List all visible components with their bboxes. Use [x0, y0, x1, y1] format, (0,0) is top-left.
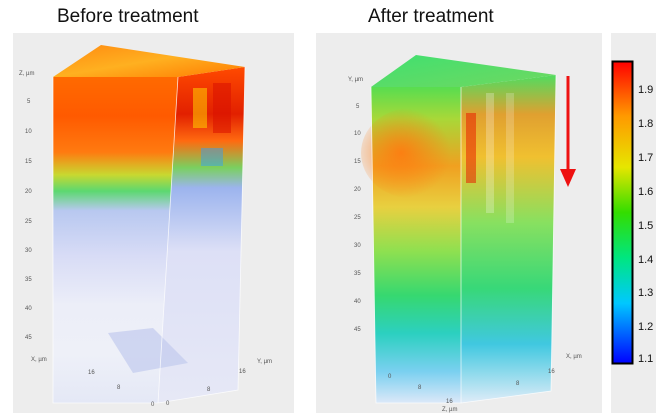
right-tick: 16: [548, 369, 555, 375]
before-treatment-panel: Z, µm 5 10 15 20 25 30 35 40 45 X, µm Y,…: [13, 33, 294, 413]
before-front-face: [53, 77, 178, 403]
colorbar-gradient: [611, 60, 634, 365]
bottom-tick: 16: [446, 399, 453, 405]
y-tick: 35: [354, 271, 361, 277]
z-axis-ticks: 5 10 15 20 25 30 35 40 45: [25, 99, 32, 341]
y-axis-ticks: 5 10 15 20 25 30 35 40 45: [354, 104, 361, 333]
y-tick: 25: [354, 215, 361, 221]
colorbar-tick: 1.2: [638, 321, 654, 333]
after-top-face: [371, 55, 556, 87]
cube-edge: [157, 76, 179, 404]
after-treatment-title: After treatment: [368, 6, 494, 27]
voxel-highlight: [466, 113, 476, 183]
x-tick: 0: [151, 402, 155, 408]
voxel-highlight: [201, 148, 223, 166]
colorbar-tick: 1.7: [638, 152, 654, 164]
y-tick: 45: [354, 327, 361, 333]
right-tick: 8: [516, 381, 520, 387]
z-tick: 35: [25, 277, 32, 283]
y-axis-label: Y, µm: [257, 359, 272, 365]
colorbar-tick: 1.4: [638, 254, 654, 266]
z-tick: 5: [27, 99, 31, 105]
before-volume-render: Z, µm 5 10 15 20 25 30 35 40 45 X, µm Y,…: [19, 45, 272, 408]
bottom-voxel-cluster: [108, 328, 188, 373]
z-tick: 15: [25, 159, 32, 165]
bottom-tick: 8: [418, 385, 422, 391]
x-axis-label: X, µm: [566, 354, 582, 360]
y-tick: 16: [239, 369, 246, 375]
x-tick: 8: [117, 385, 121, 391]
voxel-highlight: [213, 83, 231, 133]
x-axis-label: X, µm: [31, 357, 47, 363]
voxel-highlight: [506, 93, 514, 223]
voxel-highlight: [486, 93, 494, 213]
z-tick: 25: [25, 219, 32, 225]
y-tick: 20: [354, 187, 361, 193]
colorbar-tick: 1.3: [638, 287, 654, 299]
after-side-face: [461, 75, 556, 403]
bottom-tick: 0: [388, 374, 392, 380]
z-tick: 20: [25, 189, 32, 195]
after-volume-render: Y, µm 5 10 15 20 25 30 35 40 45 X, µm Z,…: [348, 55, 582, 413]
colorbar-tick: 1.1: [638, 353, 654, 365]
x-tick: 16: [88, 370, 95, 376]
colorbar-tick: 1.5: [638, 220, 654, 232]
voxel-highlight: [193, 88, 207, 128]
before-side-face: [158, 67, 245, 403]
z-axis-label: Z, µm: [442, 407, 457, 413]
y-tick: 30: [354, 243, 361, 249]
before-top-face: [53, 45, 245, 77]
colorbar-tick: 1.9: [638, 84, 654, 96]
y-tick: 8: [207, 387, 211, 393]
y-tick: 10: [354, 131, 361, 137]
colorbar-tick: 1.6: [638, 186, 654, 198]
colorbar-tick: 1.8: [638, 118, 654, 130]
direction-arrow-head: [560, 169, 576, 187]
y-tick: 0: [166, 401, 170, 407]
y-tick: 40: [354, 299, 361, 305]
colorbar: [611, 60, 634, 365]
before-treatment-title: Before treatment: [57, 6, 199, 27]
z-tick: 10: [25, 129, 32, 135]
z-tick: 30: [25, 248, 32, 254]
z-tick: 40: [25, 306, 32, 312]
z-tick: 45: [25, 335, 32, 341]
hot-region: [361, 108, 461, 198]
after-treatment-panel: Y, µm 5 10 15 20 25 30 35 40 45 X, µm Z,…: [316, 33, 602, 413]
y-axis-label: Y, µm: [348, 77, 363, 83]
z-axis-label: Z, µm: [19, 71, 34, 77]
y-tick: 5: [356, 104, 360, 110]
y-tick: 15: [354, 159, 361, 165]
